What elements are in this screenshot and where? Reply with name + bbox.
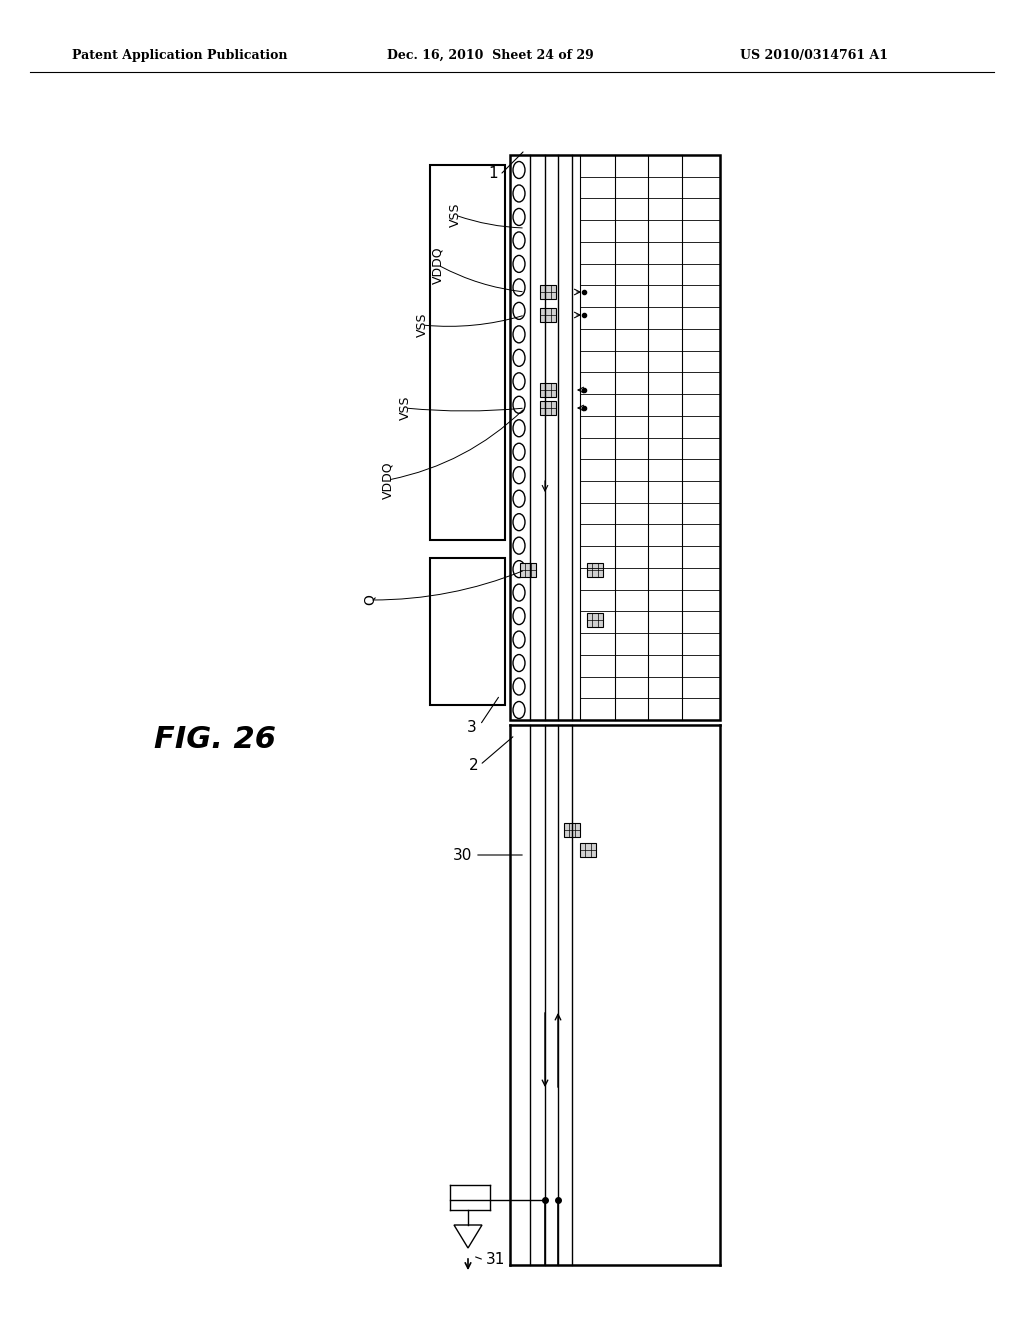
Text: VSS: VSS <box>416 313 428 337</box>
Bar <box>587 612 603 627</box>
Bar <box>520 564 536 577</box>
Ellipse shape <box>513 444 525 461</box>
Text: Dec. 16, 2010  Sheet 24 of 29: Dec. 16, 2010 Sheet 24 of 29 <box>387 49 594 62</box>
Ellipse shape <box>513 513 525 531</box>
Text: Patent Application Publication: Patent Application Publication <box>72 49 288 62</box>
Ellipse shape <box>513 326 525 343</box>
Text: 31: 31 <box>486 1253 506 1267</box>
Ellipse shape <box>513 655 525 672</box>
Ellipse shape <box>513 396 525 413</box>
Ellipse shape <box>513 232 525 249</box>
Text: VSS: VSS <box>398 396 412 420</box>
Bar <box>564 822 580 837</box>
Bar <box>540 401 556 414</box>
Ellipse shape <box>513 350 525 367</box>
Ellipse shape <box>513 185 525 202</box>
Ellipse shape <box>513 701 525 718</box>
Ellipse shape <box>513 561 525 578</box>
Ellipse shape <box>513 209 525 226</box>
Ellipse shape <box>513 420 525 437</box>
Text: Q: Q <box>362 594 377 606</box>
Ellipse shape <box>513 467 525 483</box>
Bar <box>540 383 556 397</box>
Ellipse shape <box>513 537 525 554</box>
Text: 3: 3 <box>467 719 477 734</box>
Ellipse shape <box>513 631 525 648</box>
Ellipse shape <box>513 490 525 507</box>
Bar <box>430 165 505 540</box>
Text: 2: 2 <box>468 758 478 772</box>
Ellipse shape <box>513 255 525 272</box>
Bar <box>580 843 596 857</box>
Bar <box>510 154 720 719</box>
Ellipse shape <box>513 302 525 319</box>
Text: VDDQ: VDDQ <box>431 247 444 284</box>
Ellipse shape <box>513 585 525 601</box>
Text: VSS: VSS <box>449 203 462 227</box>
Ellipse shape <box>513 372 525 389</box>
Text: US 2010/0314761 A1: US 2010/0314761 A1 <box>740 49 888 62</box>
Ellipse shape <box>513 607 525 624</box>
Text: VDDQ: VDDQ <box>382 461 394 499</box>
Bar <box>587 564 603 577</box>
Ellipse shape <box>513 279 525 296</box>
Text: 1: 1 <box>488 165 498 181</box>
Text: FIG. 26: FIG. 26 <box>154 726 276 755</box>
Bar <box>540 285 556 300</box>
Text: 30: 30 <box>453 847 472 862</box>
Bar <box>430 558 505 705</box>
Ellipse shape <box>513 678 525 696</box>
Ellipse shape <box>513 161 525 178</box>
Bar <box>540 308 556 322</box>
